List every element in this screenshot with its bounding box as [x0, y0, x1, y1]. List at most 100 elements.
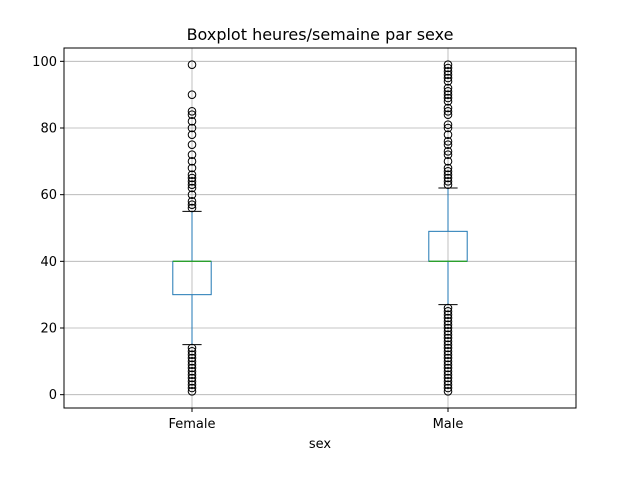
outlier-point [443, 310, 453, 319]
plot-frame [63, 47, 577, 409]
outlier-point [443, 387, 453, 396]
grid-lines [64, 48, 576, 408]
outlier-point [443, 140, 453, 149]
outlier-point [443, 137, 453, 146]
outlier-point [187, 387, 197, 396]
outlier-point [443, 97, 453, 106]
outlier-point [443, 340, 453, 349]
outlier-point [443, 367, 453, 376]
outlier-point [443, 173, 453, 183]
outlier-point [443, 317, 453, 326]
x-tick-label: Female [168, 417, 215, 432]
outlier-point [443, 83, 453, 93]
outlier-point [187, 60, 197, 69]
outlier-point [187, 180, 197, 189]
outlier-point [443, 337, 453, 346]
outlier-point [443, 347, 453, 356]
x-axis-label: sex [309, 437, 332, 452]
outlier-point [187, 203, 197, 213]
outlier-point [443, 73, 453, 83]
y-tick-label: 40 [40, 255, 57, 270]
y-axis: 0 20 40 60 80 100 [32, 55, 64, 403]
x-tick-label: Male [433, 417, 464, 432]
outlier-point [187, 150, 197, 159]
outlier-point [443, 110, 453, 119]
outlier-point [187, 173, 197, 183]
outlier-point [187, 123, 197, 133]
outlier-point [443, 157, 453, 166]
outlier-point [443, 107, 453, 116]
outlier-point [443, 120, 453, 129]
outlier-point [443, 350, 453, 359]
outlier-point [443, 93, 453, 103]
outlier-point [187, 90, 197, 99]
outlier-point [187, 110, 197, 119]
outlier-point [187, 360, 197, 369]
outlier-point [443, 60, 453, 69]
outlier-point [187, 357, 197, 366]
outlier-point [187, 380, 197, 389]
outlier-point [187, 353, 197, 363]
y-tick-label: 100 [32, 55, 57, 70]
outlier-point [443, 180, 453, 189]
outlier-point [187, 200, 197, 209]
outlier-point [187, 163, 197, 173]
outlier-point [443, 87, 453, 96]
outlier-point [443, 313, 453, 323]
y-tick-label: 80 [40, 122, 57, 137]
outlier-point [443, 330, 453, 339]
x-axis: Female Male [168, 408, 463, 432]
outlier-point [187, 363, 197, 373]
y-tick-label: 20 [40, 322, 57, 337]
outlier-point [443, 150, 453, 159]
outlier-point [187, 373, 197, 383]
outlier-point [187, 197, 197, 206]
y-tick-label: 0 [49, 388, 57, 403]
outlier-point [443, 323, 453, 333]
outlier-point [443, 167, 453, 176]
outlier-point [187, 377, 197, 386]
outlier-point [187, 130, 197, 139]
outlier-point [443, 373, 453, 383]
chart-title: Boxplot heures/semaine par sexe [187, 25, 454, 44]
outlier-point [443, 170, 453, 179]
outlier-point [443, 147, 453, 156]
outlier-point [443, 177, 453, 186]
box-female [172, 60, 212, 396]
outlier-point [443, 363, 453, 373]
outlier-point [443, 67, 453, 76]
outlier-point [187, 370, 197, 379]
outlier-point [187, 177, 197, 186]
outlier-point [443, 383, 453, 393]
outlier-point [443, 163, 453, 173]
box-plots [172, 60, 468, 396]
outlier-point [187, 343, 197, 353]
outlier-point [443, 353, 453, 363]
outlier-point [443, 63, 453, 73]
outlier-point [443, 307, 453, 316]
outlier-point [443, 343, 453, 353]
outlier-point [187, 117, 197, 126]
outlier-point [443, 303, 453, 313]
outlier-point [443, 327, 453, 336]
outlier-point [187, 107, 197, 116]
outlier-point [187, 347, 197, 356]
outlier-point [443, 357, 453, 366]
outlier-point [187, 367, 197, 376]
y-tick-label: 60 [40, 188, 57, 203]
outlier-point [187, 157, 197, 166]
box-male [428, 60, 468, 396]
outlier-point [443, 370, 453, 379]
outlier-point [187, 140, 197, 149]
outlier-point [443, 103, 453, 113]
outlier-point [443, 360, 453, 369]
outlier-point [443, 377, 453, 386]
outlier-point [443, 130, 453, 139]
outlier-point [443, 123, 453, 133]
outlier-point [187, 190, 197, 199]
outlier-point [443, 70, 453, 79]
outlier-point [187, 350, 197, 359]
outlier-point [187, 183, 197, 193]
outlier-point [443, 333, 453, 343]
